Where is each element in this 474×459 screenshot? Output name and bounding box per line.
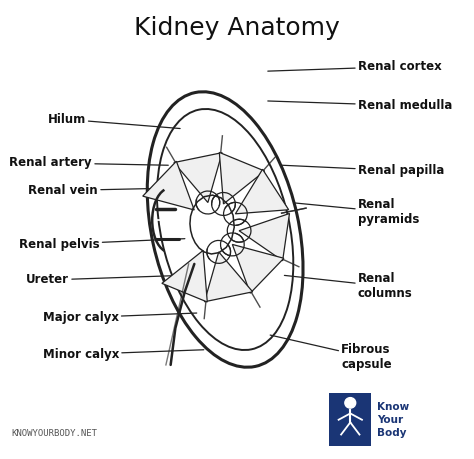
Polygon shape: [162, 251, 207, 302]
Text: Ureter: Ureter: [26, 274, 182, 286]
Text: Minor calyx: Minor calyx: [43, 348, 204, 361]
Text: Know: Know: [377, 402, 409, 412]
Text: Body: Body: [377, 428, 406, 438]
Text: Renal papilla: Renal papilla: [282, 164, 444, 177]
Polygon shape: [236, 169, 289, 214]
Text: KNOWYOURBODY.NET: KNOWYOURBODY.NET: [12, 429, 98, 438]
Text: Renal cortex: Renal cortex: [268, 60, 442, 73]
Polygon shape: [232, 245, 284, 293]
Text: Fibrous
capsule: Fibrous capsule: [270, 335, 392, 371]
Text: Hilum: Hilum: [47, 113, 180, 129]
Polygon shape: [143, 161, 194, 210]
Circle shape: [345, 397, 356, 408]
Text: Renal
pyramids: Renal pyramids: [294, 198, 419, 226]
Polygon shape: [204, 252, 253, 302]
Polygon shape: [174, 153, 222, 202]
Text: Renal
columns: Renal columns: [284, 272, 413, 301]
Text: Major calyx: Major calyx: [43, 311, 197, 324]
Text: Your: Your: [377, 415, 403, 425]
Polygon shape: [239, 213, 290, 261]
Text: Renal vein: Renal vein: [28, 184, 168, 197]
Polygon shape: [219, 152, 264, 204]
Text: Renal pelvis: Renal pelvis: [19, 238, 185, 251]
FancyBboxPatch shape: [329, 393, 371, 446]
Text: Renal artery: Renal artery: [9, 157, 168, 169]
Text: Renal medulla: Renal medulla: [268, 99, 452, 112]
Ellipse shape: [147, 92, 303, 367]
Text: Kidney Anatomy: Kidney Anatomy: [134, 16, 340, 40]
